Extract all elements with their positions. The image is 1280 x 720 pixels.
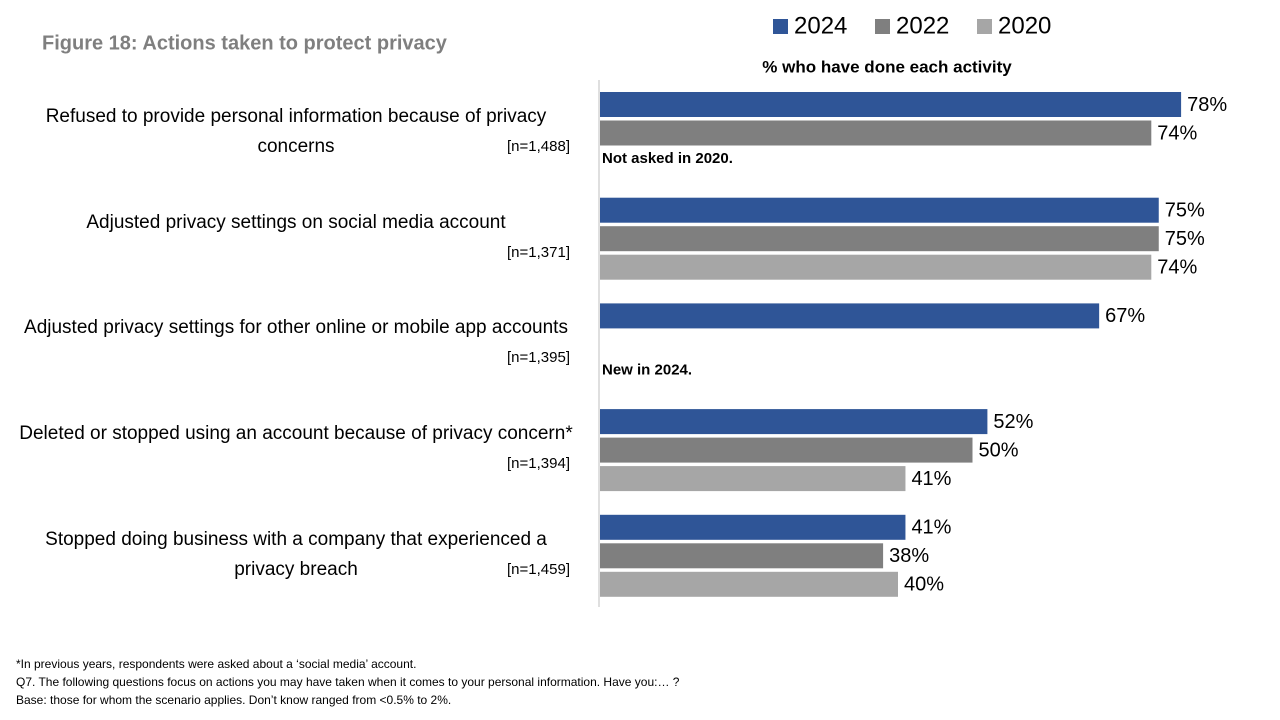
legend-label: 2024 [794,12,847,39]
legend-swatch [977,19,992,34]
bar [600,409,988,435]
category-label: Refused to provide personal information … [45,106,547,157]
value-label: 74% [1157,122,1197,144]
category-label: Stopped doing business with a company th… [45,528,547,580]
bar [600,543,884,569]
footnote: Base: those for whom the scenario applie… [16,693,452,707]
bar [600,254,1152,280]
value-label: 78% [1187,94,1227,116]
category-label: Deleted or stopped using an account beca… [19,423,573,445]
bar [600,303,1100,329]
value-label: 75% [1165,228,1205,250]
bar [600,120,1152,146]
footnote: Q7. The following questions focus on act… [16,675,680,689]
bar [600,514,906,540]
note: Not asked in 2020. [602,150,733,167]
bar [600,197,1159,223]
sample-size-label: [n=1,394] [507,455,570,473]
value-label: 75% [1165,199,1205,221]
legend-swatch [875,19,890,34]
value-label: 50% [979,439,1019,461]
chart-title: Figure 18: Actions taken to protect priv… [42,32,448,54]
sample-size-label: [n=1,459] [507,560,570,578]
sample-size-label: [n=1,488] [507,138,570,155]
category-label: Adjusted privacy settings for other onli… [24,317,568,339]
category-label: Adjusted privacy settings on social medi… [86,211,506,233]
value-label: 41% [911,468,951,490]
legend-label: 2022 [896,12,949,39]
bar [600,92,1182,117]
value-label: 38% [889,545,929,567]
legend-swatch [773,19,788,34]
value-label: 52% [993,411,1033,433]
value-label: 41% [911,517,951,539]
chart-subtitle: % who have done each activity [762,57,1012,76]
value-label: 40% [904,574,944,596]
bar [600,466,906,492]
note: New in 2024. [602,361,692,378]
value-label: 74% [1157,256,1197,278]
bar [600,571,898,597]
bar [600,437,973,463]
sample-size-label: [n=1,371] [507,243,570,261]
bar [600,226,1159,252]
footnote: *In previous years, respondents were ask… [16,657,417,671]
value-label: 67% [1105,305,1145,327]
sample-size-label: [n=1,395] [507,349,570,367]
legend-label: 2020 [998,12,1051,39]
